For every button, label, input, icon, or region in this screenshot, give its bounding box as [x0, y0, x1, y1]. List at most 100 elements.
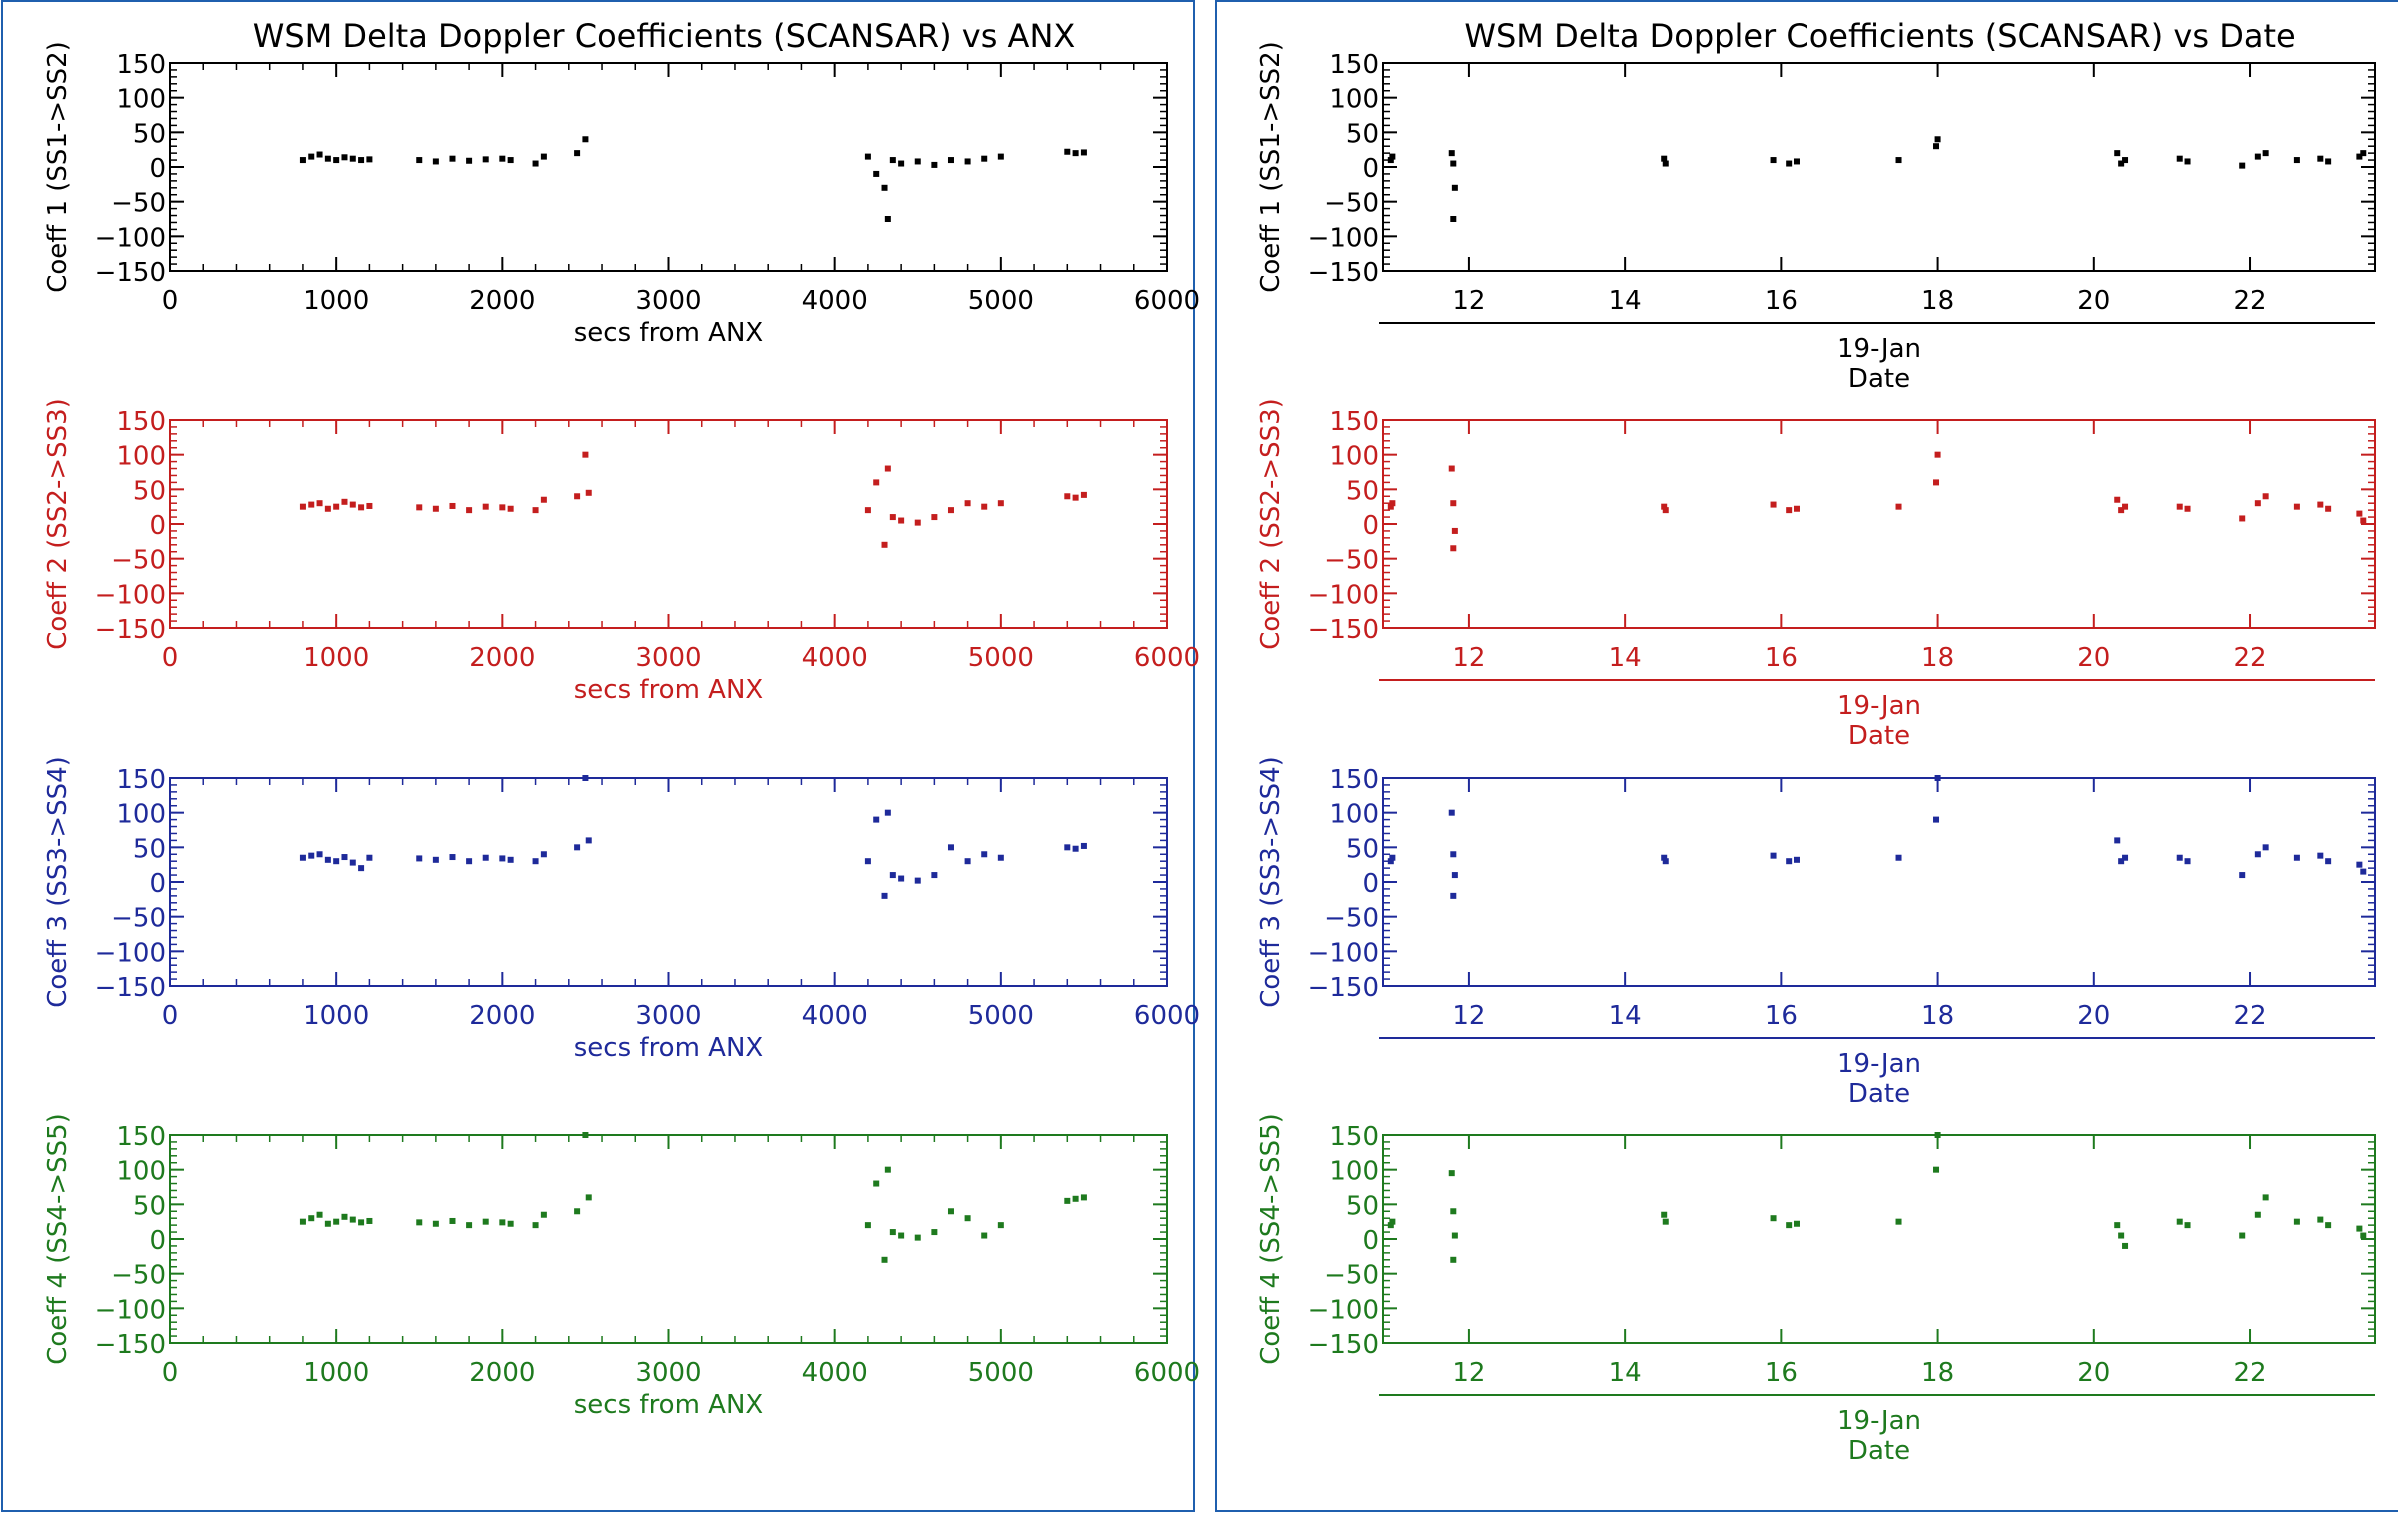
p0-r2-point [358, 865, 365, 872]
p0-r2-point [931, 872, 938, 879]
right-chart-frame [1215, 0, 2398, 1512]
p0-r2-ytick-label: 100 [116, 800, 166, 830]
p1-r1-point [1662, 507, 1669, 514]
p1-r2-ytick-label: 0 [1362, 869, 1379, 899]
p1-r1-point [2317, 501, 2324, 508]
p0-r2-point [884, 809, 891, 816]
p0-r2-point [416, 855, 423, 862]
p0-r0-point [864, 153, 871, 160]
p1-r2-point [1661, 854, 1668, 861]
p0-r0-point [873, 170, 880, 177]
p0-r0-point [889, 157, 896, 164]
p0-r2-xtick-label: 3000 [635, 1001, 701, 1031]
p0-r1-xtick-label: 0 [162, 643, 179, 673]
p1-r3-xtick-label: 18 [1921, 1358, 1954, 1388]
p1-r0-point [2262, 150, 2269, 157]
p1-r3-xlabel-date: Date [1848, 1436, 1910, 1466]
p1-r2-xtick-label: 14 [1609, 1001, 1642, 1031]
p0-r1-ytick-label: −150 [95, 615, 166, 645]
p0-r0-xtick-label: 0 [162, 286, 179, 316]
p0-r1-xtick-label: 1000 [303, 643, 369, 673]
p1-r0-point [2360, 150, 2367, 157]
p1-r1-ytick-label: 100 [1329, 442, 1379, 472]
p1-r1-point [2184, 505, 2191, 512]
p1-r3-ylabel: Coeff 4 (SS4->SS5) [1256, 1113, 1286, 1365]
p0-r3-xtick-label: 5000 [968, 1358, 1034, 1388]
p1-r0-point [2325, 158, 2332, 165]
p1-r1-point [1389, 500, 1396, 507]
p0-r1-point [574, 493, 581, 500]
p0-r0-xtick-label: 2000 [469, 286, 535, 316]
p0-r3-point [466, 1222, 473, 1229]
p1-r3-ytick-label: −150 [1308, 1330, 1379, 1360]
p1-r0-point [1793, 158, 1800, 165]
p1-r3-point [1450, 1208, 1457, 1215]
p0-r1-point [416, 504, 423, 511]
p1-r2-ytick-label: 50 [1346, 834, 1379, 864]
p1-r2-point [1793, 856, 1800, 863]
p0-r3-point [316, 1211, 323, 1218]
p0-r1-point [316, 500, 323, 507]
p0-r2-point [873, 816, 880, 823]
p0-r2-point [316, 851, 323, 858]
p0-r0-xlabel: secs from ANX [574, 318, 763, 348]
p1-r1-ytick-label: 50 [1346, 476, 1379, 506]
p0-r0-xtick-label: 4000 [802, 286, 868, 316]
p1-r1-point [1793, 505, 1800, 512]
p1-r3-xtick-label: 22 [2233, 1358, 2266, 1388]
p0-r0-ytick-label: 150 [116, 50, 166, 80]
p0-r0-point [947, 157, 954, 164]
p1-r0-point [1451, 184, 1458, 191]
p0-r0-point [507, 157, 514, 164]
p1-r3-xtick-label: 12 [1452, 1358, 1485, 1388]
p0-r3-point [449, 1217, 456, 1224]
p1-r1-xtick-label: 16 [1765, 643, 1798, 673]
p1-r1-xtick-label: 12 [1452, 643, 1485, 673]
p1-r3-point [2114, 1222, 2121, 1229]
p0-r0-point [482, 156, 489, 163]
p0-r1-ylabel: Coeff 2 (SS2->SS3) [43, 398, 73, 650]
p0-r0-point [466, 157, 473, 164]
p1-r1-point [2239, 515, 2246, 522]
p0-r2-point [499, 855, 506, 862]
p1-r3-ytick-label: 150 [1329, 1122, 1379, 1152]
p0-r0-point [914, 158, 921, 165]
p0-r2-xtick-label: 0 [162, 1001, 179, 1031]
p0-r1-point [889, 514, 896, 521]
p1-r3-point [2325, 1222, 2332, 1229]
p1-r2-point [2184, 858, 2191, 865]
p0-r3-point [324, 1220, 331, 1227]
p1-r0-point [1770, 157, 1777, 164]
p0-r0-ytick-label: 0 [149, 154, 166, 184]
p0-r3-xtick-label: 4000 [802, 1358, 868, 1388]
p0-r0-point [1072, 150, 1079, 157]
p0-r3-point [947, 1208, 954, 1215]
p0-r3-point [299, 1218, 306, 1225]
p0-r1-ytick-label: −50 [111, 546, 166, 576]
p1-r0-point [1450, 160, 1457, 167]
p0-r1-point [349, 501, 356, 508]
p1-r1-point [1933, 479, 1940, 486]
right-panel-title: WSM Delta Doppler Coefficients (SCANSAR)… [1464, 17, 2295, 55]
p0-r0-point [574, 150, 581, 157]
p0-r1-xtick-label: 6000 [1134, 643, 1200, 673]
p0-r0-point [341, 154, 348, 161]
p1-r1-ylabel: Coeff 2 (SS2->SS3) [1256, 398, 1286, 650]
p0-r0-point [316, 151, 323, 158]
p1-r2-point [2254, 851, 2261, 858]
p1-r1-xtick-label: 14 [1609, 643, 1642, 673]
p1-r2-point [2122, 854, 2129, 861]
p0-r1-ytick-label: 50 [133, 476, 166, 506]
p0-r1-point [981, 503, 988, 510]
p1-r2-point [1450, 892, 1457, 899]
p1-r0-xlabel: 19-Jan [1837, 334, 1921, 364]
p1-r1-ytick-label: 150 [1329, 407, 1379, 437]
p0-r1-point [482, 503, 489, 510]
p0-r3-point [416, 1219, 423, 1226]
p1-r1-xtick-label: 20 [2077, 643, 2110, 673]
p0-r1-ytick-label: 0 [149, 511, 166, 541]
p1-r2-xtick-label: 12 [1452, 1001, 1485, 1031]
p0-r2-point [449, 854, 456, 861]
p1-r1-point [2122, 503, 2129, 510]
p1-r1-point [1770, 501, 1777, 508]
